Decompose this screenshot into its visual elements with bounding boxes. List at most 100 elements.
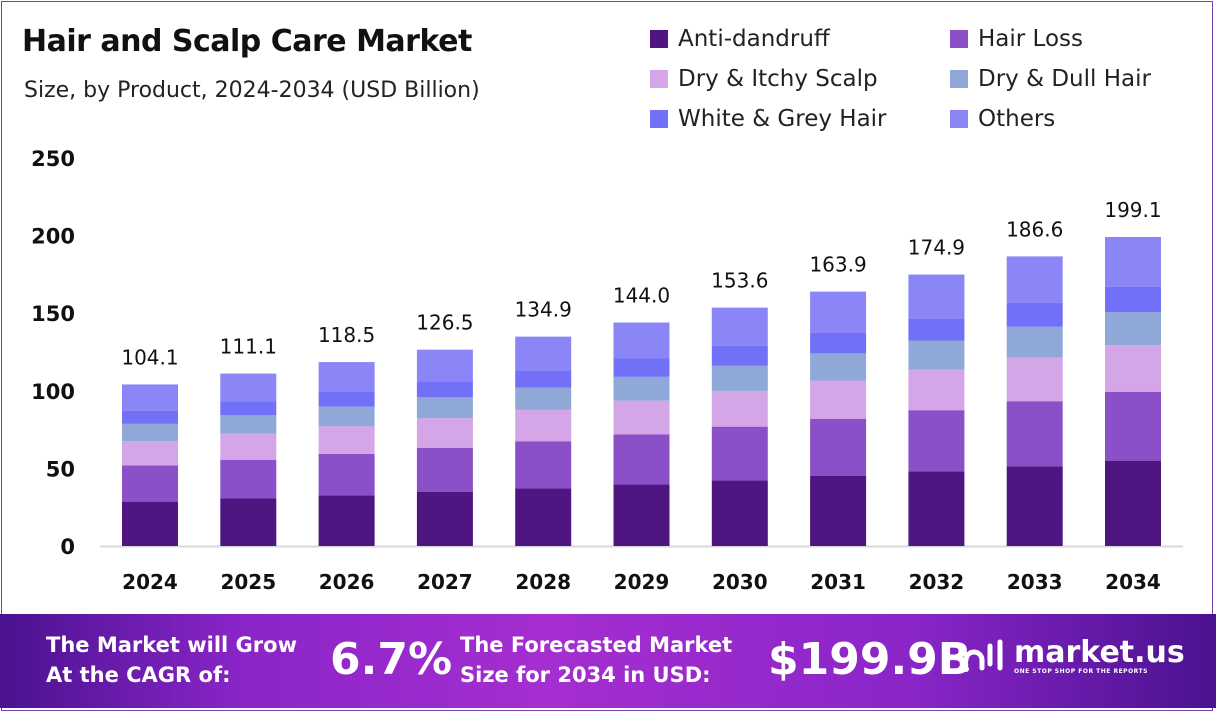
x-tick-label: 2034 <box>1105 570 1161 594</box>
legend-swatch <box>650 30 668 48</box>
legend-swatch <box>950 110 968 128</box>
chart-subtitle: Size, by Product, 2024-2034 (USD Billion… <box>24 78 480 103</box>
legend-swatch <box>950 70 968 88</box>
bar-segment-others <box>318 362 375 392</box>
bar-segment-hair-loss <box>318 453 375 496</box>
bar-segment-anti-dandruff <box>1105 460 1161 546</box>
legend-item: Others <box>950 106 1055 132</box>
bar-segment-white-grey-hair <box>613 358 670 377</box>
bar-segment-dry-dull-hair <box>1006 326 1063 358</box>
bar-segment-dry-dull-hair <box>318 406 375 427</box>
bar-segment-hair-loss <box>220 459 277 499</box>
bar-segment-hair-loss <box>515 441 572 489</box>
bar-segment-anti-dandruff <box>711 480 768 546</box>
x-tick-label: 2028 <box>515 570 571 594</box>
bar-segment-hair-loss <box>711 426 768 481</box>
bar-segment-dry-itchy-scalp <box>318 426 375 454</box>
bar-segment-dry-dull-hair <box>810 353 867 381</box>
legend-label: Others <box>978 106 1056 132</box>
y-tick-label: 150 <box>31 302 75 326</box>
bar-segment-dry-itchy-scalp <box>122 441 178 466</box>
bar-total-label: 199.1 <box>1104 198 1161 222</box>
bar-segment-hair-loss <box>416 447 473 492</box>
bar-segment-dry-itchy-scalp <box>220 433 277 460</box>
chart-title: Hair and Scalp Care Market <box>22 24 472 59</box>
bar-segment-anti-dandruff <box>515 488 572 546</box>
bar-segment-dry-dull-hair <box>613 376 670 401</box>
bar-segment-white-grey-hair <box>515 370 572 388</box>
bar-segment-white-grey-hair <box>416 381 473 398</box>
legend-label: Dry & Dull Hair <box>978 66 1151 92</box>
bar-total-label: 144.0 <box>613 284 670 308</box>
bar-segment-dry-itchy-scalp <box>810 380 867 419</box>
bar-segment-dry-itchy-scalp <box>613 400 670 435</box>
bar-segment-others <box>810 291 867 333</box>
bar-segment-others <box>908 274 965 319</box>
y-tick-label: 100 <box>31 380 75 404</box>
forecast-value: $199.9B <box>768 634 972 685</box>
stacked-bar-chart: 0 50 100 150 200 250 104.1 2024 111.1 2025 118.5 20… <box>31 147 1183 594</box>
bar-total-label: 134.9 <box>515 298 572 322</box>
footer-banner: The Market will Grow At the CAGR of: 6.7… <box>0 614 1216 708</box>
bar-segment-hair-loss <box>122 465 178 502</box>
x-tick-label: 2033 <box>1007 570 1063 594</box>
bar-segment-anti-dandruff <box>416 491 473 546</box>
legend-swatch <box>650 110 668 128</box>
bar-total-label: 163.9 <box>809 253 866 277</box>
bar-segment-dry-dull-hair <box>1105 312 1161 346</box>
bar-segment-anti-dandruff <box>1006 466 1063 546</box>
y-tick-label: 0 <box>60 535 75 559</box>
bar-segment-dry-dull-hair <box>908 340 965 370</box>
bar-segment-white-grey-hair <box>1006 302 1063 327</box>
bar-segment-dry-dull-hair <box>711 365 768 391</box>
legend-label: Dry & Itchy Scalp <box>678 66 878 92</box>
brand-tagline: ONE STOP SHOP FOR THE REPORTS <box>1014 667 1148 675</box>
x-tick-label: 2032 <box>909 570 965 594</box>
bar-segment-anti-dandruff <box>810 476 867 546</box>
bar-segment-dry-itchy-scalp <box>416 418 473 448</box>
x-tick-label: 2025 <box>220 570 276 594</box>
bar-segment-hair-loss <box>613 434 670 485</box>
forecast-label: The Forecasted Market Size for 2034 in U… <box>460 633 733 687</box>
y-tick-label: 250 <box>31 147 75 171</box>
x-tick-label: 2029 <box>614 570 670 594</box>
legend-swatch <box>950 30 968 48</box>
x-tick-label: 2031 <box>810 570 866 594</box>
bar-segment-hair-loss <box>810 418 867 477</box>
cagr-value: 6.7% <box>330 634 453 685</box>
bar-segment-anti-dandruff <box>122 501 178 546</box>
bar-total-label: 174.9 <box>908 236 965 260</box>
market-us-logo-icon <box>963 639 1003 672</box>
bar-segment-dry-itchy-scalp <box>908 369 965 411</box>
bar-total-label: 186.6 <box>1006 217 1063 241</box>
legend-item: Dry & Dull Hair <box>950 66 1151 92</box>
bar-segment-hair-loss <box>1006 401 1063 467</box>
cagr-label: The Market will Grow At the CAGR of: <box>46 633 297 687</box>
legend-item: White & Grey Hair <box>650 106 887 132</box>
bar-segment-anti-dandruff <box>318 495 375 546</box>
bar-segment-others <box>122 384 178 411</box>
bar-segment-dry-itchy-scalp <box>711 390 768 427</box>
legend-label: Anti-dandruff <box>678 26 830 52</box>
bar-segment-dry-itchy-scalp <box>1006 357 1063 402</box>
bar-total-label: 111.1 <box>220 335 277 359</box>
legend-label: White & Grey Hair <box>678 106 887 132</box>
x-tick-label: 2024 <box>122 570 178 594</box>
legend-label: Hair Loss <box>978 26 1083 52</box>
bar-segment-white-grey-hair <box>908 318 965 341</box>
bar-segment-dry-dull-hair <box>515 387 572 410</box>
x-tick-label: 2030 <box>712 570 768 594</box>
legend-item: Dry & Itchy Scalp <box>650 66 878 92</box>
bar-segment-hair-loss <box>908 410 965 472</box>
bar-segment-dry-itchy-scalp <box>515 409 572 442</box>
bar-total-label: 153.6 <box>711 269 768 293</box>
bar-segment-others <box>416 349 473 382</box>
bar-segment-others <box>1105 236 1161 287</box>
bar-segment-others <box>515 336 572 371</box>
bar-segment-dry-dull-hair <box>122 423 178 442</box>
legend-swatch <box>650 70 668 88</box>
legend-item: Hair Loss <box>950 26 1083 52</box>
y-tick-label: 200 <box>31 225 75 249</box>
bar-segment-white-grey-hair <box>1105 286 1161 313</box>
